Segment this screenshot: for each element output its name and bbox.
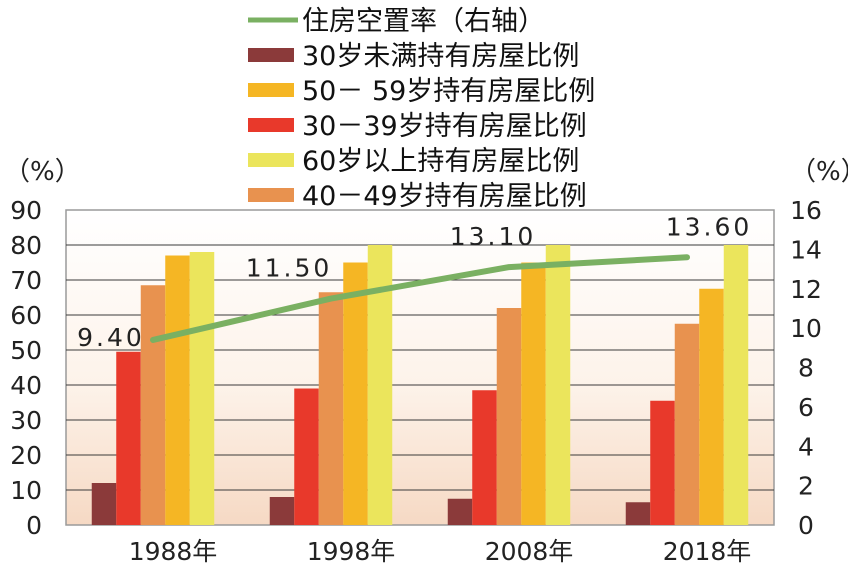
bar [472,390,497,525]
bar [674,323,700,525]
left-axis-unit: （%） [4,157,81,187]
right-tick-label: 2 [798,472,814,501]
legend-swatch [248,83,294,97]
left-tick-label: 70 [10,266,42,295]
legend-label: 50－ 59岁持有房屋比例 [302,76,595,107]
bar [318,292,344,525]
right-tick-label: 12 [790,275,822,304]
data-label: 9.40 [77,323,145,352]
category-label: 1988年 [129,537,218,566]
right-axis-unit: （%） [790,157,848,187]
bar [294,388,319,525]
data-label: 13.10 [450,222,537,251]
left-tick-label: 30 [10,406,42,435]
legend-swatch [248,153,294,167]
legend-label: 60岁以上持有房屋比例 [302,146,579,177]
bar [165,255,190,525]
legend-swatch [248,118,294,132]
vacancy-line: 9.40 11.50 13.10 13.60 [77,212,753,352]
bar [91,483,117,525]
line-series [150,254,690,343]
bar [269,497,295,525]
right-tick-label: 4 [798,432,814,461]
bar [545,245,571,525]
bars [91,245,749,525]
category-label: 1998年 [307,537,396,566]
data-label: 11.50 [246,254,333,283]
left-tick-label: 80 [10,231,42,260]
bar [521,262,546,525]
right-tick-label: 16 [790,196,822,225]
category-labels: 1988年 1998年 2008年 2018年 [129,537,752,566]
right-tick-label: 6 [798,393,814,422]
legend-label: 30－39岁持有房屋比例 [302,111,587,142]
bar [140,285,166,525]
legend-label: 住房空置率（右轴） [302,6,545,37]
bar [189,252,215,525]
bar [625,502,651,525]
axis-units: （%） （%） [4,157,848,187]
left-tick-label: 10 [10,476,42,505]
category-label: 2008年 [485,537,574,566]
left-tick-label: 50 [10,336,42,365]
left-tick-label: 90 [10,196,42,225]
legend-label: 30岁未满持有房屋比例 [302,41,579,72]
right-tick-label: 14 [790,235,822,264]
category-label: 2018年 [663,537,752,566]
bar [343,262,368,525]
left-tick-label: 60 [10,301,42,330]
right-tick-label: 8 [798,354,814,383]
left-tick-label: 0 [26,511,42,540]
bar [116,351,141,525]
legend-swatch [248,188,294,202]
right-tick-label: 0 [798,511,814,540]
legend: 住房空置率（右轴） 30岁未满持有房屋比例 50－ 59岁持有房屋比例 30－39岁持… [248,6,595,212]
bar [447,498,473,525]
left-tick-label: 40 [10,371,42,400]
left-tick-label: 20 [10,441,42,470]
bar [496,308,522,525]
right-tick-label: 10 [790,314,822,343]
bar [723,245,749,525]
data-label: 13.60 [666,212,753,241]
bar [650,400,675,525]
legend-label: 40－49岁持有房屋比例 [302,181,587,212]
left-axis-ticks: 0 10 20 30 40 50 60 70 80 90 [10,196,42,540]
right-axis-ticks: 0 2 4 6 8 10 12 14 16 [790,196,822,540]
bar [699,288,724,525]
legend-swatch [248,48,294,62]
